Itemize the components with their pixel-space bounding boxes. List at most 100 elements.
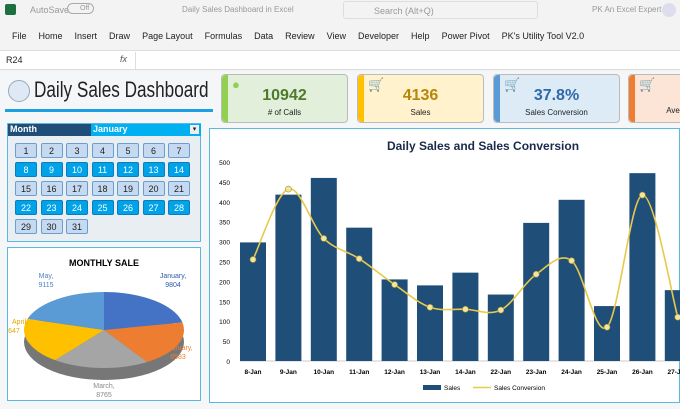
y-tick-label: 150 bbox=[219, 299, 230, 306]
conversion-point[interactable] bbox=[249, 256, 257, 263]
formula-input[interactable] bbox=[135, 52, 680, 69]
pie-value: 9115 bbox=[38, 282, 53, 289]
day-button[interactable]: 7 bbox=[168, 143, 190, 158]
conversion-point[interactable] bbox=[285, 185, 292, 193]
conversion-point[interactable] bbox=[603, 323, 611, 331]
day-button[interactable]: 22 bbox=[15, 200, 37, 215]
day-button[interactable]: 29 bbox=[15, 219, 37, 234]
ribbon-tab[interactable]: Developer bbox=[358, 31, 400, 41]
fx-icon[interactable]: fx bbox=[120, 54, 128, 64]
ribbon-tab[interactable]: Home bbox=[38, 31, 63, 41]
day-button[interactable]: 3 bbox=[66, 143, 88, 158]
day-button[interactable]: 14 bbox=[168, 162, 190, 177]
excel-logo-icon bbox=[5, 4, 16, 15]
day-button[interactable]: 17 bbox=[66, 181, 88, 196]
x-tick-label: 25-Jan bbox=[597, 369, 618, 376]
conversion-point[interactable] bbox=[391, 281, 398, 288]
conversion-point[interactable] bbox=[532, 270, 540, 278]
doc-title[interactable]: Daily Sales Dashboard in Excel bbox=[182, 5, 294, 14]
day-button[interactable]: 2 bbox=[40, 143, 63, 158]
kpi-accent bbox=[222, 75, 228, 122]
pie-label: April, bbox=[12, 319, 28, 326]
day-button[interactable]: 13 bbox=[142, 162, 165, 177]
day-button[interactable]: 27 bbox=[142, 200, 165, 215]
ribbon-tab[interactable]: Page Layout bbox=[142, 31, 193, 41]
day-button[interactable]: 6 bbox=[142, 143, 165, 158]
ribbon-tab[interactable]: Data bbox=[254, 31, 274, 41]
ribbon-tab[interactable]: File bbox=[12, 31, 27, 41]
sales-bar[interactable] bbox=[558, 199, 585, 361]
avatar[interactable] bbox=[662, 3, 676, 17]
pie-slice[interactable] bbox=[104, 322, 184, 363]
ribbon-tab[interactable]: View bbox=[326, 31, 347, 41]
legend-sales-label: Sales bbox=[444, 385, 461, 392]
sales-bar[interactable] bbox=[310, 177, 337, 361]
ribbon-tab[interactable]: PK's Utility Tool V2.0 bbox=[501, 31, 585, 41]
ribbon-tab[interactable]: Insert bbox=[74, 31, 98, 41]
day-button[interactable]: 15 bbox=[15, 181, 37, 196]
conversion-point[interactable] bbox=[568, 257, 575, 265]
day-button[interactable]: 18 bbox=[91, 181, 114, 196]
sales-bar[interactable] bbox=[664, 290, 680, 361]
day-button[interactable]: 24 bbox=[66, 200, 88, 215]
day-button[interactable]: 5 bbox=[117, 143, 139, 158]
conversion-point[interactable] bbox=[497, 306, 505, 314]
conversion-point[interactable] bbox=[320, 235, 328, 242]
kpi-accent bbox=[494, 75, 500, 122]
slicer-header: Month bbox=[8, 124, 91, 136]
day-button[interactable]: 20 bbox=[142, 181, 165, 196]
day-button[interactable]: 10 bbox=[66, 162, 88, 177]
day-button[interactable]: 25 bbox=[91, 200, 114, 215]
sales-bar[interactable] bbox=[594, 306, 620, 361]
y-tick-label: 100 bbox=[219, 319, 230, 326]
pie-slice[interactable] bbox=[55, 330, 148, 368]
sales-bar[interactable] bbox=[487, 294, 514, 361]
pie-slice[interactable] bbox=[27, 292, 104, 330]
sales-bar[interactable] bbox=[381, 279, 408, 361]
user-name: PK An Excel Expert bbox=[592, 5, 662, 14]
day-button[interactable]: 28 bbox=[168, 200, 190, 215]
conversion-point[interactable] bbox=[462, 305, 469, 313]
day-button[interactable]: 9 bbox=[40, 162, 63, 177]
slicer-selected-month[interactable]: January bbox=[91, 124, 201, 136]
day-button[interactable]: 21 bbox=[168, 181, 190, 196]
day-button[interactable]: 4 bbox=[91, 143, 114, 158]
day-button[interactable]: 12 bbox=[117, 162, 139, 177]
day-button[interactable]: 16 bbox=[40, 181, 63, 196]
ribbon-tab[interactable]: Review bbox=[285, 31, 315, 41]
sales-bar[interactable] bbox=[523, 222, 550, 361]
pie-slice[interactable] bbox=[23, 318, 104, 361]
day-button[interactable]: 26 bbox=[117, 200, 139, 215]
day-button[interactable]: 23 bbox=[40, 200, 63, 215]
conversion-point[interactable] bbox=[355, 255, 363, 263]
day-button[interactable]: 1 bbox=[15, 143, 37, 158]
name-box[interactable]: R24 bbox=[6, 55, 23, 65]
kpi-card: 🛒 Avera bbox=[628, 74, 680, 123]
sales-bar[interactable] bbox=[629, 173, 656, 361]
formula-bar: R24 fx bbox=[0, 50, 680, 70]
conversion-point[interactable] bbox=[639, 191, 646, 199]
day-button[interactable]: 19 bbox=[117, 181, 139, 196]
x-tick-label: 10-Jan bbox=[313, 369, 334, 376]
day-button[interactable]: 30 bbox=[40, 219, 63, 234]
dashboard-title: Daily Sales Dashboard bbox=[34, 77, 209, 102]
sales-bar[interactable] bbox=[346, 227, 373, 361]
conversion-point[interactable] bbox=[674, 313, 680, 321]
filter-icon[interactable]: ▾ bbox=[190, 125, 199, 134]
ribbon-tab[interactable]: Power Pivot bbox=[441, 31, 490, 41]
pie-slice[interactable] bbox=[104, 292, 183, 330]
day-button[interactable]: 31 bbox=[66, 219, 88, 234]
legend-conversion-label: Sales Conversion bbox=[494, 385, 545, 392]
ribbon-tab[interactable]: Draw bbox=[109, 31, 131, 41]
autosave-toggle[interactable]: Off bbox=[67, 3, 95, 14]
conversion-point[interactable] bbox=[426, 303, 434, 311]
sales-bar[interactable] bbox=[275, 194, 302, 361]
day-button[interactable]: 11 bbox=[91, 162, 114, 177]
search-box[interactable]: Search (Alt+Q) bbox=[343, 1, 538, 19]
kpi-label: Avera bbox=[666, 106, 680, 115]
sales-bar[interactable] bbox=[417, 285, 443, 361]
ribbon-tab[interactable]: Formulas bbox=[204, 31, 243, 41]
day-button[interactable]: 8 bbox=[15, 162, 37, 177]
sales-bar[interactable] bbox=[452, 272, 479, 361]
ribbon-tab[interactable]: Help bbox=[411, 31, 430, 41]
